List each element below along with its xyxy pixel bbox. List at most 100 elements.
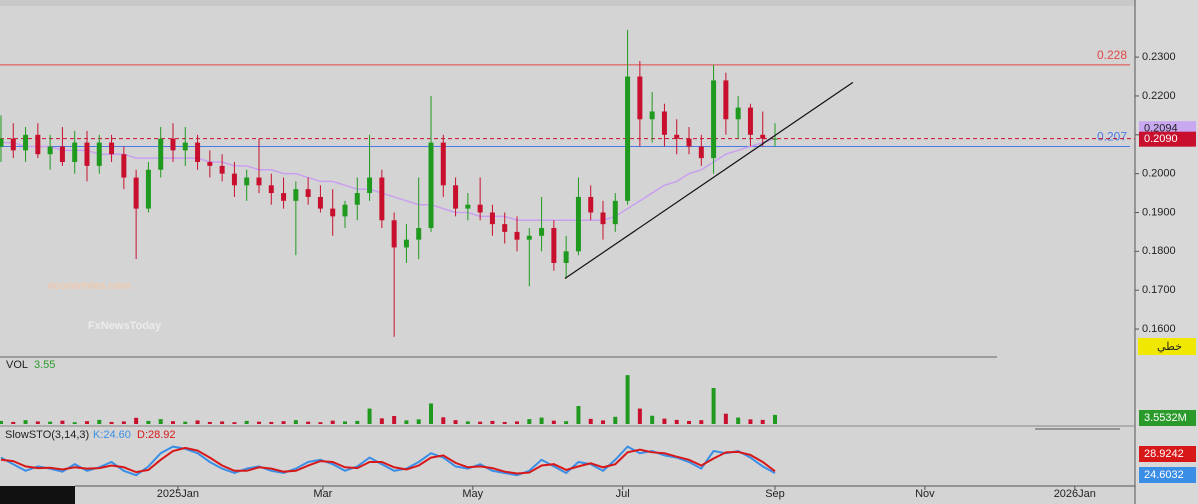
volume-bar <box>625 375 630 424</box>
badge-text: خطي <box>1157 341 1182 353</box>
volume-bar <box>318 422 323 424</box>
candle-body <box>563 251 569 263</box>
volume-bar <box>158 419 163 424</box>
volume-bar <box>48 421 53 424</box>
candle-body <box>649 111 655 120</box>
x-tick-label: 2025Jan <box>157 488 199 500</box>
candle-body <box>514 231 520 240</box>
level-label: 0.228 <box>1097 48 1127 62</box>
candle-body <box>391 220 397 248</box>
volume-bar <box>416 419 421 424</box>
volume-bar <box>281 421 286 424</box>
candle-body <box>588 196 594 213</box>
candle-body <box>625 76 631 201</box>
candle-body <box>0 138 4 147</box>
volume-bar <box>183 421 188 424</box>
y-tick-label: 0.2200 <box>1142 90 1176 102</box>
candle-body <box>698 146 704 159</box>
volume-bar <box>306 421 311 424</box>
volume-value: 3.55 <box>34 359 55 371</box>
candle-body <box>342 204 348 217</box>
y-tick-label: 0.1600 <box>1142 323 1176 335</box>
candle-body <box>735 107 741 120</box>
candle-body <box>293 189 299 201</box>
candle-body <box>158 138 164 170</box>
candle-body <box>47 146 53 155</box>
volume-bar <box>207 421 212 424</box>
y-tick-label: 0.1900 <box>1142 206 1176 218</box>
x-tick-label: Sep <box>765 488 785 500</box>
volume-bar <box>11 421 16 424</box>
x-tick-label: Jul <box>616 488 630 500</box>
candle-body <box>268 185 274 194</box>
candle-body <box>84 142 90 166</box>
candle-body <box>489 212 495 225</box>
candle-body <box>723 80 729 120</box>
candle-body <box>121 154 127 178</box>
candle-body <box>379 177 385 221</box>
volume-bar <box>527 419 532 424</box>
volume-bar <box>97 419 102 424</box>
volume-bar <box>84 421 89 424</box>
candle-body <box>760 134 766 139</box>
volume-bar <box>330 420 335 424</box>
volume-bar <box>134 417 139 424</box>
volume-bar <box>367 408 372 424</box>
candle-body <box>551 228 557 263</box>
x-tick-label: Nov <box>915 488 935 500</box>
volume-bar <box>465 421 470 424</box>
legend-entry: D:28.92 <box>137 429 176 441</box>
volume-bar <box>244 420 249 424</box>
volume-bar <box>35 421 40 424</box>
candle-body <box>367 177 373 194</box>
level-label: 0.207 <box>1097 130 1127 144</box>
volume-bar <box>269 421 274 424</box>
candle-body <box>539 228 545 236</box>
top-strip <box>0 0 1135 6</box>
volume-bar <box>588 418 593 424</box>
watermark: economies.com <box>48 280 131 292</box>
volume-bar <box>256 421 261 424</box>
badge <box>1138 338 1196 355</box>
y-tick-label: 0.2000 <box>1142 168 1176 180</box>
volume-bar <box>195 420 200 424</box>
trendline <box>564 81 854 280</box>
volume-bar <box>539 417 544 424</box>
volume-bar <box>637 408 642 424</box>
volume-bar <box>515 421 520 424</box>
candle-body <box>477 204 483 213</box>
candle-body <box>23 134 29 151</box>
volume-tag <box>1139 410 1196 426</box>
volume-bar <box>687 420 692 424</box>
volume-bar <box>674 419 679 424</box>
candle-body <box>305 189 311 197</box>
volume-bar <box>121 421 126 424</box>
volume-bar <box>723 413 728 424</box>
candle-body <box>416 228 422 240</box>
candle-body <box>133 177 139 209</box>
candle-body <box>428 142 434 229</box>
volume-bar <box>429 403 434 424</box>
stochastic-line <box>0 445 776 477</box>
x-tick-label: May <box>462 488 483 500</box>
volume-bar <box>293 420 298 424</box>
candle-body <box>35 134 41 155</box>
candle-body <box>674 134 680 139</box>
y-tick-label: 0.1800 <box>1142 245 1176 257</box>
candle-body <box>711 80 717 159</box>
volume-bar <box>736 417 741 424</box>
volume-bar <box>662 418 667 424</box>
candle-body <box>182 142 188 151</box>
candle-body <box>612 200 618 225</box>
candle-body <box>502 224 508 232</box>
candle-body <box>96 142 102 166</box>
volume-bar <box>490 420 495 424</box>
candle-body <box>281 193 287 201</box>
moving-average <box>0 137 776 222</box>
candle-body <box>109 142 115 155</box>
volume-bar <box>342 421 347 424</box>
x-tick-label: Mar <box>313 488 332 500</box>
volume-bar <box>60 420 65 424</box>
candle-body <box>403 239 409 248</box>
